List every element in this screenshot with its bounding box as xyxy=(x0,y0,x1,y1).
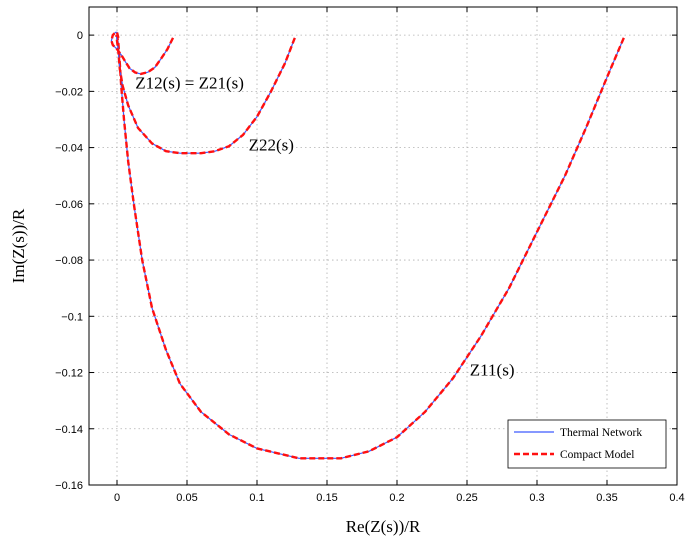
x-tick-label: 0.25 xyxy=(456,492,477,504)
y-tick-label: −0.08 xyxy=(55,255,83,267)
curve-annotation: Z11(s) xyxy=(470,360,515,379)
ticks xyxy=(89,7,678,486)
x-tick-label: 0.35 xyxy=(596,492,617,504)
tick-labels: 0 0.05 0.1 0.15 0.2 0.25 0.3 0.35 0.4 0 −0.02 −0.04… xyxy=(55,30,684,504)
curve-annotation: Z22(s) xyxy=(249,135,294,154)
curves xyxy=(110,31,625,460)
series-compact-model-z11-s xyxy=(115,34,625,460)
x-tick-label: 0.1 xyxy=(249,492,264,504)
x-tick-label: 0.3 xyxy=(529,492,544,504)
series-compact-model-z22-s xyxy=(115,34,296,155)
legend-box xyxy=(507,419,667,469)
y-tick-label: −0.14 xyxy=(55,424,83,436)
legend-label-compact-model: Compact Model xyxy=(560,449,634,461)
x-tick-label: 0.05 xyxy=(176,492,197,504)
y-tick-label: −0.1 xyxy=(61,311,83,323)
y-tick-label: −0.12 xyxy=(55,368,83,380)
y-axis-title: Im(Z(s))/R xyxy=(9,208,28,283)
x-tick-label: 0.15 xyxy=(316,492,337,504)
legend: Thermal Network Compact Model xyxy=(507,419,667,469)
y-tick-label: −0.02 xyxy=(55,86,83,98)
plot-frame xyxy=(88,6,678,486)
y-tick-label: −0.06 xyxy=(55,199,83,211)
x-axis-title: Re(Z(s))/R xyxy=(346,517,421,536)
series-compact-model-z12-s-z21-s xyxy=(110,31,175,76)
x-tick-label: 0 xyxy=(114,492,120,504)
x-tick-label: 0.2 xyxy=(389,492,404,504)
annotations: Z12(s) = Z21(s) Z22(s) Z11(s) xyxy=(135,74,514,380)
y-tick-label: −0.16 xyxy=(55,480,83,492)
legend-label-thermal-network: Thermal Network xyxy=(560,427,642,439)
y-tick-label: −0.04 xyxy=(55,143,83,155)
x-tick-label: 0.4 xyxy=(669,492,684,504)
curve-annotation: Z12(s) = Z21(s) xyxy=(135,74,244,93)
y-tick-label: 0 xyxy=(77,30,83,42)
